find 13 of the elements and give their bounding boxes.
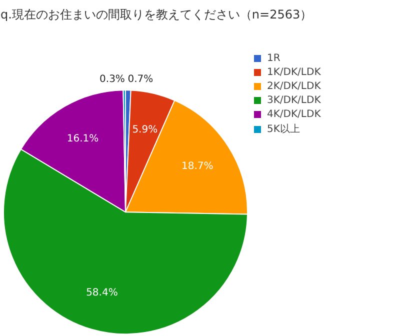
legend-label: 1R xyxy=(267,52,282,64)
data-label: 16.1% xyxy=(66,134,99,145)
data-label: 0.7% xyxy=(128,74,154,86)
legend-label: 5K以上 xyxy=(267,122,300,136)
legend-label: 1K/DK/LDK xyxy=(267,66,321,78)
data-label: 0.3% xyxy=(100,74,125,86)
legend-label: 4K/DK/LDK xyxy=(267,108,321,120)
data-label: 18.7% xyxy=(182,161,214,172)
data-label: 58.4% xyxy=(86,288,118,299)
legend-label: 2K/DK/LDK xyxy=(267,80,321,92)
data-label: 5.9% xyxy=(132,124,158,136)
legend-label: 3K/DK/LDK xyxy=(267,94,321,106)
chart-title: q.現在のお住まいの間取りを教えてください（n=2563） xyxy=(0,8,312,22)
